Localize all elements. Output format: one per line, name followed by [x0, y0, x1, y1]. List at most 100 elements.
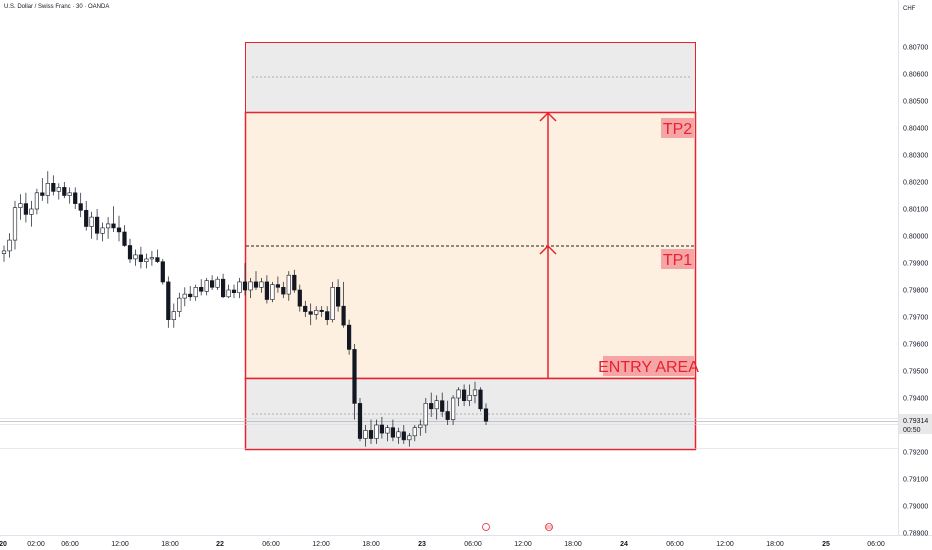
time-tick-label: 12:00	[716, 541, 734, 548]
candle-down	[84, 210, 89, 227]
candle-up	[18, 203, 23, 208]
candle-up	[204, 280, 209, 292]
position-zones[interactable]	[244, 42, 697, 451]
current-price-badge	[899, 414, 932, 434]
candle-up	[286, 274, 291, 295]
candle-down	[303, 305, 308, 312]
candle-down	[401, 431, 406, 441]
candle-down	[390, 427, 396, 438]
candle-down	[160, 261, 165, 283]
candle-up	[374, 424, 379, 439]
candle-down	[111, 223, 116, 229]
candle-down	[335, 286, 341, 307]
candle-down	[155, 257, 160, 262]
candle-up	[423, 403, 428, 426]
candle-down	[379, 424, 385, 434]
candle-up	[314, 309, 319, 315]
us-flag-icon[interactable]	[545, 523, 553, 531]
tp2-label[interactable]: TP2	[663, 121, 692, 138]
candle-up	[177, 297, 182, 312]
upper-grey-zone[interactable]	[245, 42, 696, 113]
candle-down	[264, 281, 270, 300]
candle-down	[357, 403, 363, 439]
candle-down	[429, 403, 434, 410]
candle-up	[89, 216, 94, 227]
candle-down	[341, 305, 346, 326]
tp2-label-bg	[661, 118, 694, 138]
tp1-label[interactable]: TP1	[663, 252, 692, 269]
candle-up	[34, 192, 39, 210]
time-tick-label: 18:00	[564, 541, 582, 548]
candle-up	[56, 187, 61, 192]
target-area-zone[interactable]	[244, 111, 697, 380]
time-tick-label: 06:00	[464, 541, 482, 548]
candle-up	[418, 424, 423, 429]
price-tick-label: 0.80100	[903, 207, 928, 214]
candle-down	[116, 227, 122, 233]
candle-up	[472, 389, 478, 396]
price-axis[interactable]: CHF 0.80700 0.80600 0.80500 0.80400 0.80300 0.…	[903, 6, 928, 538]
candle-down	[445, 411, 450, 420]
candle-down	[440, 400, 445, 412]
candle-down	[368, 430, 374, 439]
time-tick-label: 20	[0, 541, 7, 548]
price-tick-label: 0.80500	[903, 99, 928, 106]
candle-down	[478, 389, 483, 410]
price-tick-label: 0.79900	[903, 261, 928, 268]
time-tick-label: 06:00	[61, 541, 79, 548]
candle-up	[106, 223, 111, 229]
time-tick-label: 12:00	[312, 541, 330, 548]
candle-up	[182, 293, 187, 299]
price-axis-currency: CHF	[903, 6, 916, 12]
candle-down	[127, 245, 133, 260]
time-tick-label: 18:00	[362, 541, 380, 548]
candle-up	[412, 427, 417, 437]
entry-area-label[interactable]: ENTRY AREA	[598, 359, 699, 376]
candle-down	[95, 216, 100, 234]
candle-up	[467, 394, 472, 401]
candle-up	[45, 183, 50, 196]
candles	[1, 171, 489, 447]
candle-down	[166, 281, 171, 320]
candle-down	[292, 274, 297, 291]
candle-up	[456, 389, 461, 399]
candle-down	[275, 284, 281, 288]
candle-up	[270, 284, 275, 300]
candle-up	[7, 239, 12, 252]
candle-up	[237, 281, 242, 293]
price-tick-label: 0.79100	[903, 477, 928, 484]
price-tick-label: 0.79800	[903, 288, 928, 295]
time-axis[interactable]: 20 02:00 06:00 12:00 18:00 22 06:00 12:00 18:00 2…	[0, 541, 885, 548]
candle-down	[40, 192, 45, 196]
price-tick-label: 0.78900	[903, 531, 928, 538]
candle-down	[138, 254, 144, 262]
time-tick-label: 06:00	[262, 541, 280, 548]
time-tick-label: 25	[822, 541, 830, 548]
candle-down	[346, 324, 352, 350]
candle-up	[133, 254, 138, 260]
candle-down	[51, 183, 56, 192]
candle-down	[210, 280, 215, 288]
event-icon[interactable]	[482, 523, 490, 531]
time-tick-label: 06:00	[867, 541, 885, 548]
candle-up	[363, 430, 368, 439]
candle-down	[281, 286, 286, 295]
price-tick-label: 0.79700	[903, 315, 928, 322]
tp1-arrow-head	[539, 244, 557, 255]
candle-down	[199, 286, 204, 292]
candle-down	[461, 389, 467, 401]
candle-up	[1, 250, 7, 254]
time-tick-label: 18:00	[766, 541, 784, 548]
time-tick-label: 24	[620, 541, 628, 548]
candle-down	[231, 289, 237, 294]
current-price-value: 0.79314	[903, 418, 928, 425]
candle-down	[297, 289, 302, 307]
candle-up	[149, 257, 155, 260]
price-tick-label: 0.79000	[903, 504, 928, 511]
candle-down	[483, 408, 489, 422]
candle-up	[12, 207, 18, 241]
price-tick-label: 0.79600	[903, 342, 928, 349]
candle-down	[308, 311, 313, 315]
candle-down	[325, 311, 330, 321]
